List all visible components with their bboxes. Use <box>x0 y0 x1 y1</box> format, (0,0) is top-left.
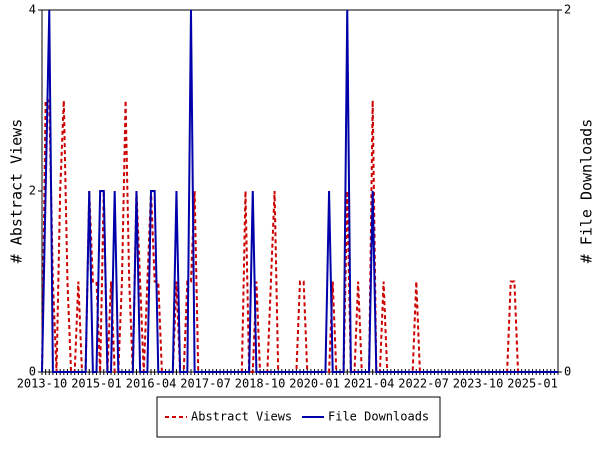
legend-box <box>156 396 441 438</box>
x-tick-label: 2022-07 <box>398 377 449 391</box>
plot-frame <box>41 9 559 373</box>
x-tick-label: 2021-04 <box>344 377 395 391</box>
x-tick-label: 2025-01 <box>507 377 558 391</box>
x-tick-label: 2013-10 <box>17 377 68 391</box>
x-tick-label: 2015-01 <box>71 377 122 391</box>
series-line <box>41 99 558 373</box>
x-tick-label: 2020-01 <box>289 377 340 391</box>
legend-label: Abstract Views <box>191 410 292 424</box>
y-tick-label: 2 <box>29 184 36 198</box>
y-axis-title: # Abstract Views <box>8 119 26 264</box>
y-tick-label: 4 <box>29 3 36 17</box>
x-tick-label: 2016-04 <box>126 377 177 391</box>
y2-axis-title: # File Downloads <box>578 119 596 264</box>
y-tick-label: 0 <box>29 365 36 379</box>
x-tick-label: 2023-10 <box>453 377 504 391</box>
y2-tick-label: 2 <box>564 3 571 17</box>
legend-label: File Downloads <box>328 410 429 424</box>
y2-tick-label: 0 <box>564 365 571 379</box>
x-tick-label: 2017-07 <box>180 377 231 391</box>
series-line <box>41 9 558 373</box>
x-tick-label: 2018-10 <box>235 377 286 391</box>
